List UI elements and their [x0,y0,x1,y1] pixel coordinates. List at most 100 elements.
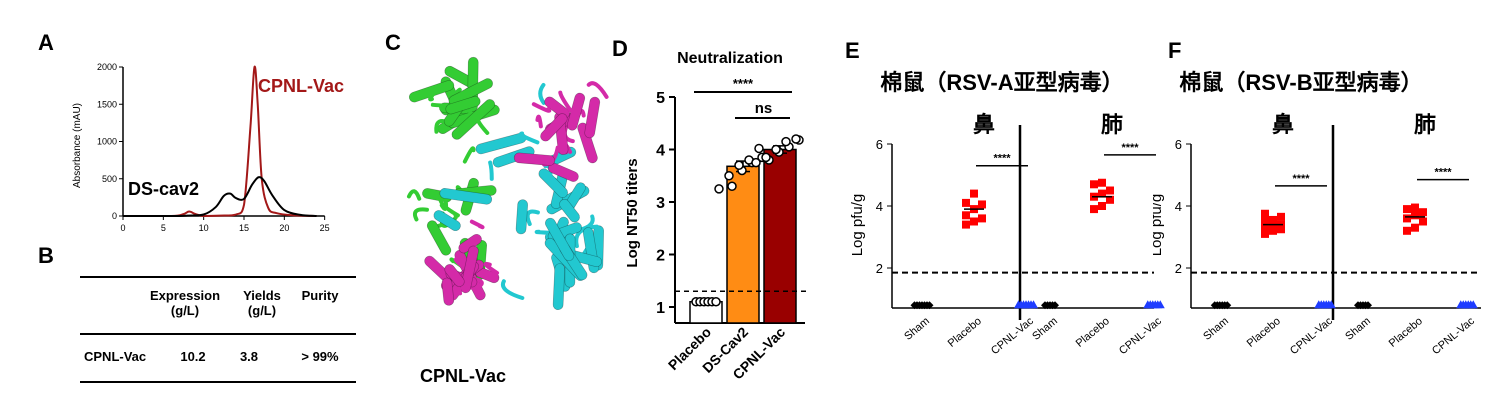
y-axis-label: Log pfu/g [1153,194,1165,257]
x-tick-label: Sham [1201,315,1231,343]
y-axis-label: Absorbance (mAU) [72,103,83,188]
data-point [1029,300,1038,309]
protein-structure-image [406,56,609,311]
strand-ribbon [428,83,444,102]
data-point [1106,195,1114,204]
x-tick-label: Placebo [1245,315,1283,350]
data-point [1269,222,1277,231]
data-point [1277,225,1285,234]
helix-ribbon [513,152,556,166]
group-label: 鼻 [973,112,995,137]
panel-letter-e: E [845,38,860,63]
panel-letter-a: A [38,30,54,55]
data-point [711,297,721,307]
panel-letter-b: B [38,243,54,268]
data-point [1261,229,1269,238]
data-point [1419,208,1427,217]
x-tick-label: CPNL-Vac [989,315,1036,357]
structure-caption: CPNL-Vac [420,366,507,386]
y-tick-label: 6 [876,137,883,152]
strand-ribbon [574,224,599,249]
x-tick-label: 10 [199,223,209,233]
data-point [1261,217,1269,226]
data-point [1403,214,1411,223]
y-tick-label: 1000 [97,137,117,147]
data-point [962,211,970,220]
series-line-1 [123,176,317,217]
helix-ribbon [426,220,452,256]
significance-label: **** [1434,167,1452,179]
x-tick-label: CPNL-Vac [1288,315,1335,357]
chart-title: 棉鼠（RSV-B亚型病毒） [1179,70,1422,95]
strand-ribbon [430,102,452,109]
data-point [970,189,978,198]
data-point [734,160,744,170]
strand-ribbon [483,261,500,275]
data-point [978,200,986,209]
data-point [1468,300,1478,309]
strand-ribbon [534,229,551,235]
data-point [1411,223,1419,232]
strand-ribbon [406,189,422,201]
data-point [1403,226,1411,235]
table-header-yields: Yields (g/L) [243,288,281,318]
helix-ribbon [577,122,598,164]
helix-ribbon [492,146,535,168]
table-cell-purity: > 99% [301,349,339,364]
helix-ribbon [451,99,496,140]
y-tick-label: 0 [112,211,117,221]
y-axis-label: Log pfu/g [850,194,866,257]
helix-ribbon [552,263,566,311]
helix-ribbon [540,113,568,142]
strand-ribbon [475,114,490,135]
chromatogram-chart: 0 500 1000 1500 2000 0 5 10 15 20 25 Absorbance (mA… [72,62,344,233]
helix-ribbon [515,199,528,235]
strand-ribbon [469,219,485,230]
table-cell-name: CPNL-Vac [84,349,147,364]
chart-title: 棉鼠（RSV-A亚型病毒） [880,70,1123,95]
strand-ribbon [525,209,540,227]
data-point [1098,202,1106,210]
x-tick-label: Placebo [1387,315,1425,350]
data-point [1411,203,1419,212]
strand-ribbon [535,114,543,129]
x-tick-label: Sham [1030,315,1060,343]
data-point [962,220,970,229]
helix-ribbon [448,78,493,106]
strand-ribbon [473,277,484,289]
series-line-0 [123,65,317,218]
data-point [791,134,801,144]
data-point [1223,301,1232,310]
data-point [761,152,771,163]
data-point [962,198,970,207]
helix-ribbon [441,277,455,306]
data-point [1098,178,1106,187]
helix-ribbon [433,210,461,232]
table-cell-expression: 10.2 [180,349,206,364]
y-tick-label: 2 [876,261,883,276]
y-tick-label: 2 [656,248,665,265]
y-tick-label: 1500 [97,99,117,109]
y-tick-label: 4 [1175,199,1182,214]
group-label: 肺 [1414,112,1436,137]
data-point [727,181,737,191]
y-tick-label: 4 [656,143,665,160]
data-point [1090,205,1098,214]
strand-ribbon [558,90,573,113]
table-header-expression: Expression (g/L) [149,288,221,318]
data-point [714,184,724,194]
helix-ribbon [444,264,465,287]
data-point [724,171,734,181]
y-tick-label: 6 [1175,137,1182,152]
data-point [751,157,761,168]
strand-ribbon [439,196,449,211]
x-tick-label: 25 [320,223,330,233]
table-mid-rule [80,333,356,335]
strand-ribbon [538,82,546,105]
y-tick-label: 2 [1175,261,1182,276]
x-tick-label: Sham [902,315,932,343]
data-point [1106,186,1114,195]
x-tick-label: CPNL-Vac [1430,315,1477,357]
